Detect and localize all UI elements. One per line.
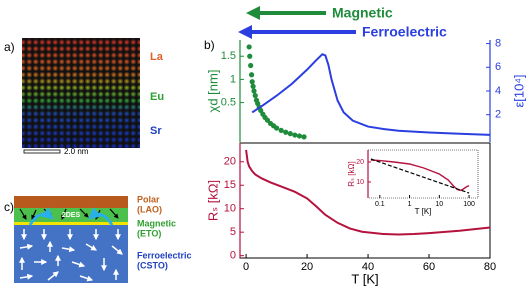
layer-material: (CSTO)	[137, 260, 168, 270]
panel-a: a) La Eu Sr 2.0 nm	[4, 38, 164, 156]
layer-name: Ferroelectric	[137, 250, 192, 260]
y2-tick-label: 4	[495, 85, 501, 97]
y-tick-label: 10	[224, 203, 236, 215]
data-point	[250, 83, 256, 89]
polarization	[19, 229, 123, 282]
x-tick-label: 1	[408, 201, 412, 208]
data-point	[247, 53, 253, 59]
current-arrow	[88, 207, 114, 226]
magnetic-label: Magnetic	[332, 5, 393, 21]
layer-label: La	[150, 51, 164, 63]
x-tick-label: 100	[463, 201, 475, 208]
data-point	[252, 93, 258, 99]
data-point	[248, 62, 254, 69]
layer-label: Eu	[150, 91, 164, 103]
data-point	[283, 129, 289, 135]
panel-label: b)	[204, 38, 215, 52]
layer-label: Sr	[150, 125, 162, 137]
data-point	[249, 79, 255, 85]
x-tick-label: 0.1	[375, 201, 385, 208]
data-point	[301, 134, 307, 140]
x-tick-label: 80	[484, 261, 496, 273]
stem-image	[22, 38, 140, 148]
layer-material: (ETO)	[137, 228, 161, 238]
y2-tick-label: 8	[495, 37, 501, 49]
x-tick-label: 40	[362, 261, 374, 273]
y-axis-label: χd [nm]	[205, 70, 220, 113]
layer-name: Magnetic	[137, 218, 176, 228]
layer-material: (LAO)	[137, 204, 162, 214]
data-point	[292, 132, 298, 138]
data-line	[370, 159, 470, 192]
x-axis-label: T [K]	[351, 271, 378, 286]
data-point	[246, 44, 252, 50]
y2-tick-label: 6	[495, 61, 501, 73]
magnetic-arrowhead	[246, 6, 260, 20]
data-point	[287, 131, 293, 137]
data-point	[278, 127, 284, 134]
y2-axis-label: ε[10⁴]	[511, 74, 526, 107]
y-tick-label: 1	[230, 73, 236, 85]
y-tick-label: 20	[356, 159, 364, 166]
x-tick-label: 60	[423, 261, 435, 273]
x-axis-label: T [K]	[415, 207, 432, 216]
y-axis-label: Rₛ [kΩ]	[347, 161, 356, 186]
interface-label: 2DES	[62, 212, 81, 219]
2des-layer	[14, 222, 128, 225]
ferroelectric-label: Ferroelectric	[362, 24, 447, 40]
panel-label: c)	[4, 200, 14, 214]
y2-tick-label: 2	[495, 109, 501, 121]
data-point	[264, 117, 271, 123]
header-arrows: Magnetic Ferroelectric	[238, 5, 447, 40]
x-tick-label: 10	[435, 201, 443, 208]
ferroelectric-arrowhead	[238, 25, 252, 39]
scale-bar-label: 2.0 nm	[64, 147, 89, 156]
y-tick-label: 5	[230, 226, 236, 238]
data-line	[370, 158, 470, 194]
y-tick-label: 20	[224, 156, 236, 168]
data-line	[245, 149, 491, 236]
y-tick-label: 1.5	[221, 50, 236, 62]
panel-label: a)	[4, 40, 15, 54]
lao-layer	[14, 196, 128, 208]
y-axis-label: Rₛ [kΩ]	[205, 180, 220, 221]
panel-c: c) 2DES Polar (LAO) Magnetic (ETO) Ferro…	[4, 194, 192, 283]
current-arrow	[28, 207, 54, 226]
data-point	[248, 72, 255, 78]
x-tick-label: 20	[301, 261, 313, 273]
csto-layer	[14, 225, 128, 283]
data-point	[273, 125, 280, 131]
y-tick-label: 15	[224, 179, 236, 191]
layer-name: Polar	[137, 194, 160, 204]
x-tick-label: 0	[243, 261, 249, 273]
data-point	[296, 133, 303, 139]
y-tick-label: 0.5	[221, 96, 236, 108]
scale-bar	[23, 149, 61, 154]
data-line	[251, 53, 491, 136]
y-tick-label: 0	[230, 250, 236, 262]
data-point	[251, 88, 257, 94]
y-tick-label: 10	[356, 179, 364, 186]
